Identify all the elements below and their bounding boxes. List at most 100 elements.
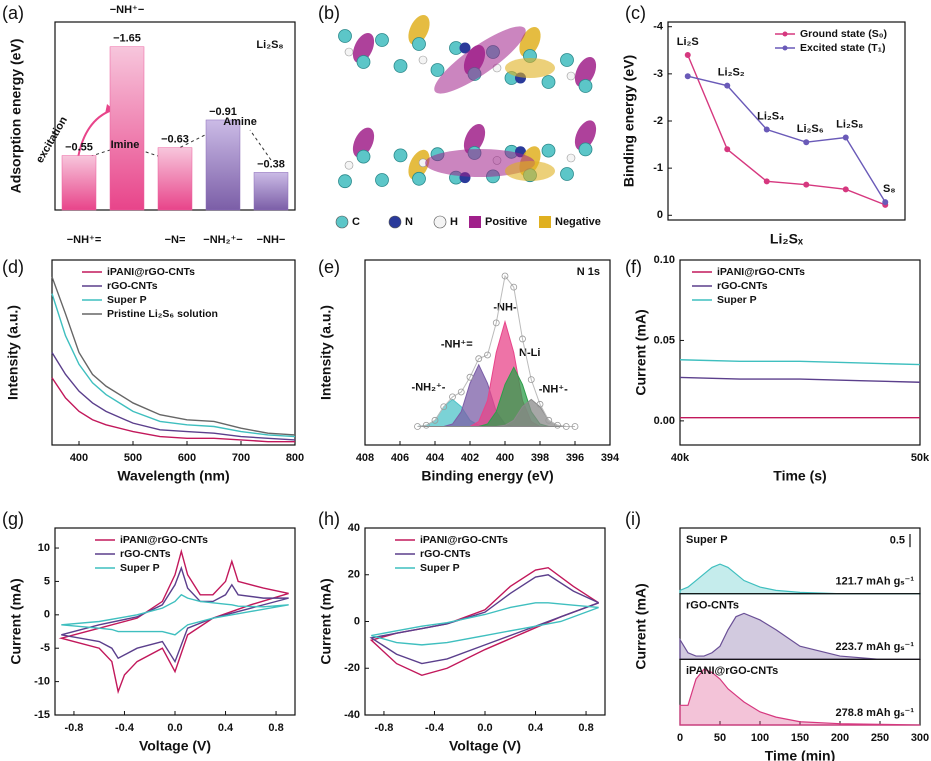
orbital-lobe: [352, 33, 375, 63]
legend-label: Pristine Li₂S₆ solution: [107, 308, 218, 320]
atom-h: [418, 55, 428, 65]
x-tick-label: -0.8: [374, 722, 393, 734]
x-tick-label: 250: [871, 732, 889, 744]
y-tick-label: -20: [344, 662, 360, 674]
panel-label: (a): [2, 3, 24, 23]
orbital-lobe: [574, 57, 597, 87]
panel-label: (i): [625, 509, 641, 529]
annotation: Amine: [223, 116, 257, 128]
annotation: N 1s: [577, 266, 600, 278]
x-tick-label: 406: [391, 452, 409, 464]
point: [803, 139, 810, 146]
legend-label: H: [450, 216, 458, 228]
point: [803, 181, 810, 188]
atom: [412, 37, 426, 51]
x-tick-label: 408: [356, 452, 374, 464]
series-name: rGO-CNTs: [686, 600, 739, 612]
y-tick-label: 20: [348, 569, 360, 581]
y-tick-label: 0: [44, 609, 50, 621]
y-tick-label: -1: [653, 162, 663, 174]
bar: [157, 147, 193, 211]
orbital-lobe: [352, 127, 375, 158]
legend-label: iPANI@rGO-CNTs: [120, 534, 208, 546]
raw-point: [466, 373, 474, 381]
legend-label: rGO-CNTs: [120, 548, 171, 560]
y-tick-label: -3: [653, 68, 663, 80]
plot-frame: [679, 259, 921, 446]
x-axis-title: Li₂Sₓ: [770, 231, 804, 247]
x-tick-label: 500: [124, 452, 142, 464]
raw-point: [554, 421, 561, 429]
raw-point: [545, 416, 553, 424]
x-axis-title: Time (min): [765, 748, 836, 761]
atom-h: [566, 71, 576, 81]
capacity-label: 223.7 mAh gₛ⁻¹: [836, 641, 915, 653]
atom: [393, 59, 408, 73]
series-line: [51, 352, 296, 441]
x-tick-label: 0.4: [218, 722, 234, 734]
x-axis-title: Voltage (V): [449, 738, 521, 754]
peak-label: -NH-: [493, 302, 517, 314]
atom: [393, 148, 408, 163]
legend-symbol: [433, 215, 447, 229]
legend-label: N: [405, 216, 413, 228]
raw-point: [536, 400, 544, 408]
value-label: −0.55: [65, 141, 93, 153]
capacity-label: 121.7 mAh gₛ⁻¹: [836, 576, 915, 588]
bar: [61, 155, 97, 211]
annotation: Li₂S₈: [256, 39, 283, 51]
point: [842, 134, 849, 141]
y-axis-title: Current (mA): [8, 578, 24, 664]
category-label: −NH₂⁺−: [203, 234, 242, 246]
atom: [375, 173, 389, 187]
x-tick-label: -0.4: [115, 722, 135, 734]
legend-label: Super P: [717, 294, 757, 306]
legend-label: Super P: [107, 294, 147, 306]
x-tick-label: 300: [911, 732, 929, 744]
point: [684, 52, 691, 58]
point-label: Li₂S₂: [718, 67, 745, 79]
x-axis-title: Wavelength (nm): [117, 468, 229, 484]
x-axis-title: Time (s): [773, 468, 826, 484]
x-tick-label: 404: [426, 452, 445, 464]
y-axis-title: Intensity (a.u.): [5, 305, 21, 400]
point: [763, 126, 770, 133]
molecule-illustration: [338, 15, 597, 189]
x-tick-label: 0: [677, 732, 683, 744]
raw-point: [527, 376, 535, 384]
raw-point: [519, 335, 526, 343]
peak-label: N-Li: [519, 347, 540, 359]
atom-n: [459, 42, 471, 54]
orbital-lobe: [434, 26, 526, 94]
annotation: Imine: [111, 139, 140, 151]
orbital-lobe: [408, 149, 430, 180]
atom: [578, 142, 593, 157]
point: [684, 73, 691, 80]
legend-label: Super P: [120, 562, 160, 574]
series-line: [61, 565, 289, 664]
category-label: −NH⁺=: [67, 234, 102, 246]
peak-label: -NH₂⁺-: [412, 381, 446, 393]
panel-label: (f): [625, 257, 642, 277]
series-line: [369, 566, 600, 677]
legend-marker: [782, 31, 788, 37]
legend-label: rGO-CNTs: [420, 548, 471, 560]
atom: [338, 174, 352, 189]
y-tick-label: -40: [344, 709, 360, 721]
legend-label: iPANI@rGO-CNTs: [420, 534, 508, 546]
panel-label: (b): [318, 3, 340, 23]
legend-symbol: [388, 215, 402, 229]
legend-label: rGO-CNTs: [717, 280, 768, 292]
series-line: [369, 574, 599, 665]
point: [882, 199, 889, 206]
atom-h: [344, 47, 354, 57]
x-tick-label: 402: [461, 452, 479, 464]
y-tick-label: -15: [34, 709, 50, 721]
point-label: Li₂S₈: [836, 118, 863, 130]
raw-point: [422, 421, 430, 429]
y-tick-label: -2: [653, 115, 663, 127]
x-tick-label: -0.8: [64, 722, 83, 734]
x-tick-label: 0.0: [477, 722, 492, 734]
series-line: [687, 54, 886, 206]
atom-h: [566, 153, 576, 163]
